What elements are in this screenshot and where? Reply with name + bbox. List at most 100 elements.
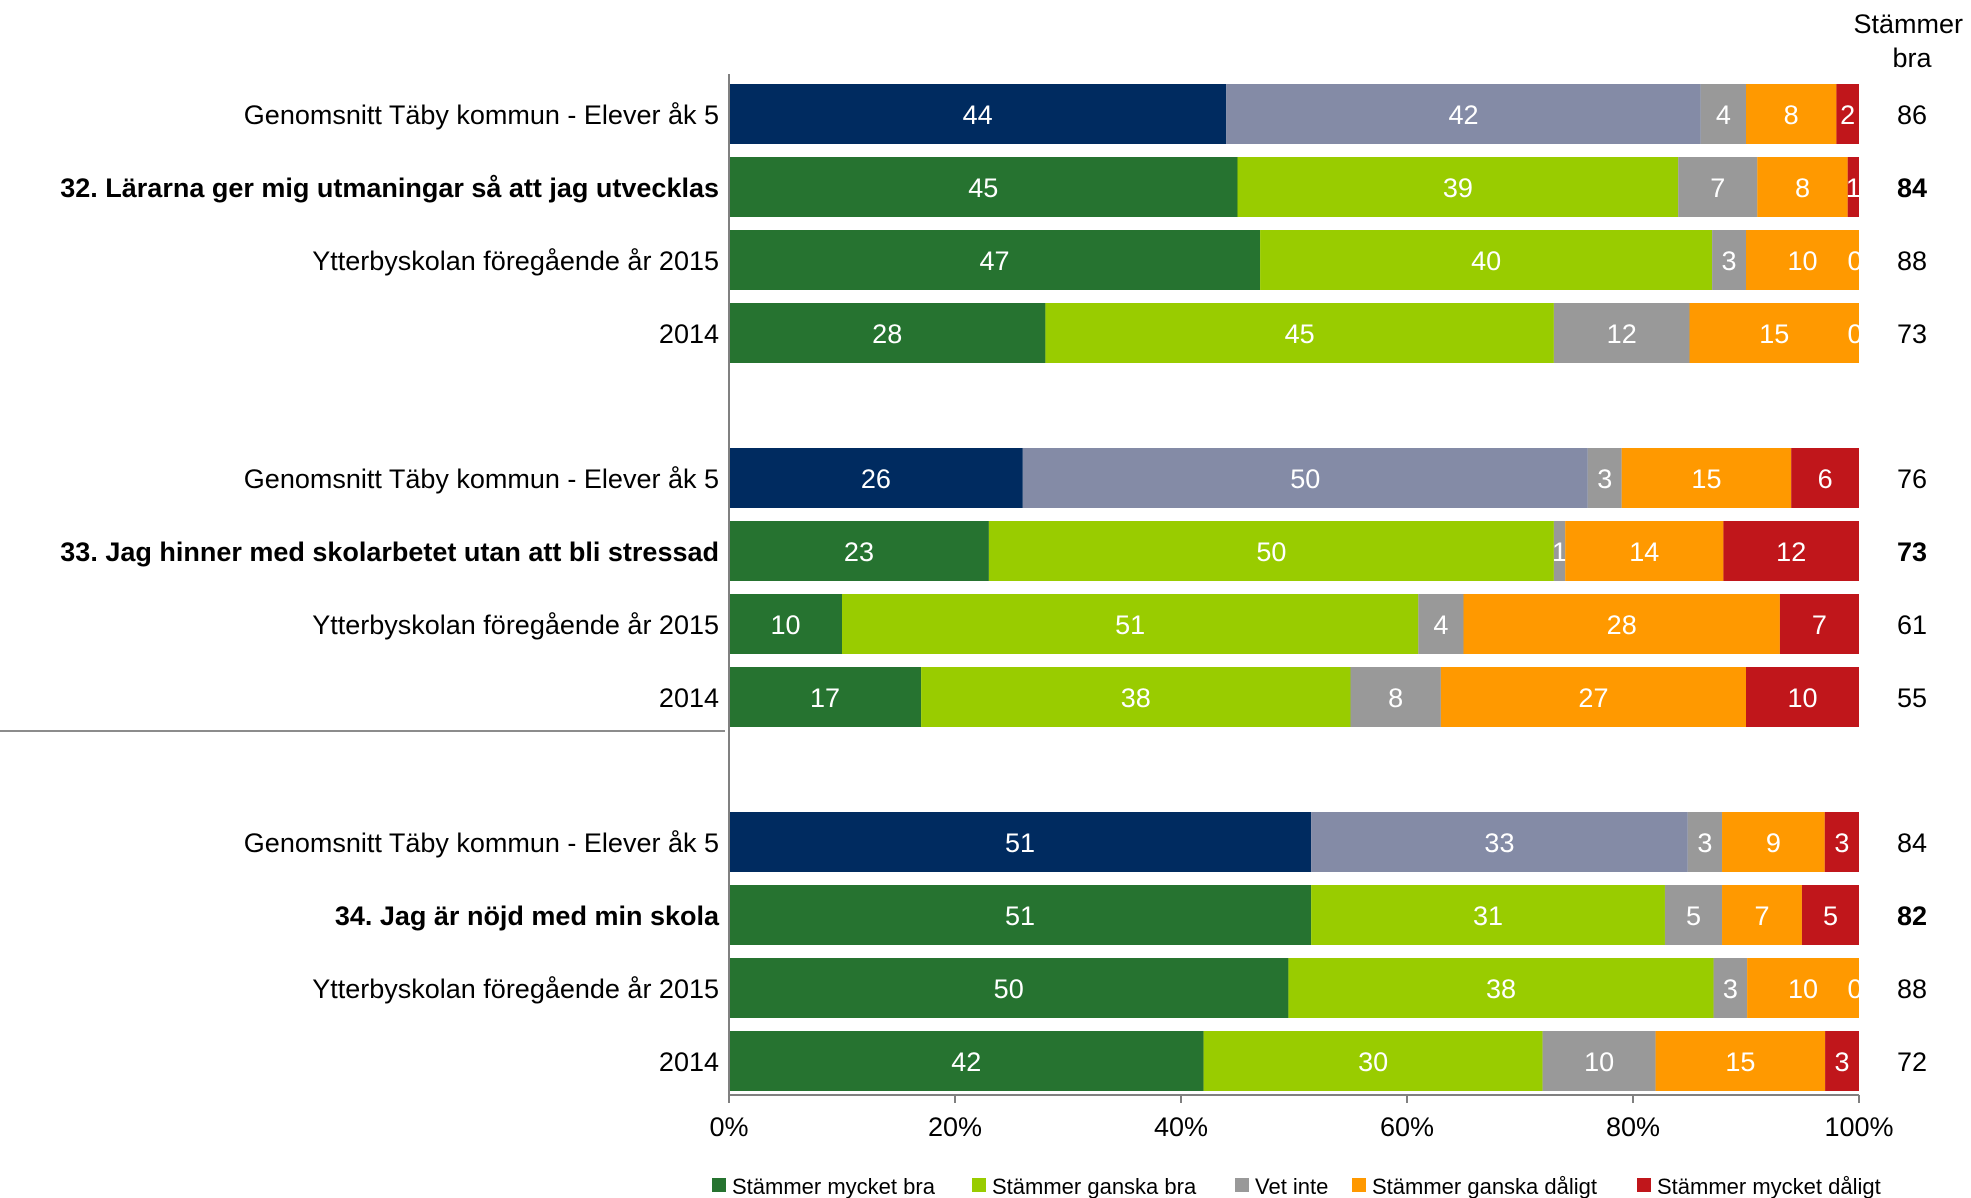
bar-segment (1723, 521, 1859, 581)
bar-segment (1463, 594, 1780, 654)
row-label: Ytterbyskolan föregående år 2015 (312, 610, 719, 640)
bar-segment (842, 594, 1419, 654)
bar-segment (1746, 84, 1837, 144)
data-label: 8 (1784, 100, 1799, 130)
data-label: 5 (1686, 901, 1701, 931)
bar-segment (729, 448, 1023, 508)
bar-segment (1836, 84, 1859, 144)
data-label: 27 (1578, 683, 1608, 713)
bar-segment (1542, 1031, 1656, 1091)
data-label: 15 (1759, 319, 1789, 349)
data-label: 12 (1776, 537, 1806, 567)
row-total: 73 (1897, 537, 1927, 567)
row-label: Genomsnitt Täby kommun - Elever åk 5 (244, 100, 719, 130)
data-label: 28 (872, 319, 902, 349)
bar-segment (921, 667, 1351, 727)
data-label: 4 (1433, 610, 1448, 640)
bar-segment (1712, 230, 1746, 290)
data-label: 45 (1285, 319, 1315, 349)
data-label: 15 (1691, 464, 1721, 494)
bar-segment (1664, 885, 1723, 945)
data-label: 0 (1847, 974, 1862, 1004)
data-label: 26 (861, 464, 891, 494)
bar-segment (729, 594, 842, 654)
row-label: 32. Lärarna ger mig utmaningar så att ja… (60, 173, 719, 203)
data-label: 23 (844, 537, 874, 567)
bar-segment (1687, 812, 1723, 872)
legend-label: Stämmer mycket bra (732, 1174, 936, 1198)
data-label: 3 (1723, 974, 1738, 1004)
data-label: 50 (1290, 464, 1320, 494)
data-label: 42 (951, 1047, 981, 1077)
data-label: 1 (1846, 173, 1861, 203)
data-label: 0 (1847, 246, 1862, 276)
bar-segment (729, 84, 1227, 144)
data-label: 31 (1473, 901, 1503, 931)
x-tick-label: 100% (1824, 1112, 1893, 1142)
bar-segment (1565, 521, 1724, 581)
row-total: 82 (1897, 901, 1927, 931)
data-label: 30 (1358, 1047, 1388, 1077)
row-total: 61 (1897, 610, 1927, 640)
bar-segment (729, 667, 922, 727)
x-tick-label: 40% (1154, 1112, 1208, 1142)
data-label: 50 (1256, 537, 1286, 567)
data-label: 0 (1847, 319, 1862, 349)
data-label: 38 (1486, 974, 1516, 1004)
row-label: Ytterbyskolan föregående år 2015 (312, 246, 719, 276)
data-label: 42 (1448, 100, 1478, 130)
row-total: 72 (1897, 1047, 1927, 1077)
bar-segment (1203, 1031, 1543, 1091)
bar-segment (1288, 958, 1714, 1018)
bar-segment (1350, 667, 1441, 727)
row-label: 33. Jag hinner med skolarbetet utan att … (60, 537, 719, 567)
bar-segment (1746, 667, 1859, 727)
bar-segment (1418, 594, 1464, 654)
right-totals: 86 84 88 73 76 73 61 55 84 82 88 72 (1897, 100, 1927, 1077)
row-total: 86 (1897, 100, 1927, 130)
legend-swatch (972, 1178, 986, 1192)
bar-segment (1678, 157, 1758, 217)
bar-segment (1226, 84, 1701, 144)
data-label: 28 (1607, 610, 1637, 640)
row-total: 55 (1897, 683, 1927, 713)
bar-segment (1747, 958, 1859, 1018)
row-total: 73 (1897, 319, 1927, 349)
data-label: 50 (994, 974, 1024, 1004)
bar-segment (1779, 594, 1859, 654)
bar-segment (1825, 1031, 1859, 1091)
row-labels: Genomsnitt Täby kommun - Elever åk 5 32. … (60, 100, 720, 1077)
bar-segment (729, 303, 1046, 363)
data-label: 7 (1812, 610, 1827, 640)
data-label: 10 (1788, 974, 1818, 1004)
bar-segment (1689, 303, 1859, 363)
data-label: 51 (1115, 610, 1145, 640)
data-label: 15 (1725, 1047, 1755, 1077)
row-total: 84 (1897, 828, 1927, 858)
legend-label: Stämmer ganska dåligt (1372, 1174, 1597, 1198)
data-label: 8 (1388, 683, 1403, 713)
data-label: 7 (1754, 901, 1769, 931)
bar-segment (729, 885, 1312, 945)
bar-segment (1237, 157, 1679, 217)
legend: Stämmer mycket bra Stämmer ganska bra Vet … (712, 1174, 1881, 1198)
data-label: 33 (1484, 828, 1514, 858)
data-label: 14 (1629, 537, 1659, 567)
bar-segment (729, 1031, 1204, 1091)
bar-segment (729, 521, 989, 581)
data-label: 3 (1722, 246, 1737, 276)
x-tick-label: 0% (709, 1112, 748, 1142)
bar-segment (1847, 157, 1859, 217)
x-tick-label: 20% (928, 1112, 982, 1142)
data-label: 39 (1443, 173, 1473, 203)
x-tick-label: 80% (1606, 1112, 1660, 1142)
data-label: 47 (980, 246, 1010, 276)
data-label: 5 (1823, 901, 1838, 931)
data-label: 3 (1597, 464, 1612, 494)
bar-segment (1713, 958, 1748, 1018)
bar-segment (729, 230, 1261, 290)
plot-area: 44 42 4 8 245 39 7 8 147 40 3 10 028 45 12 15 026 50 3 15 62… (729, 84, 1862, 1091)
legend-swatch (712, 1178, 726, 1192)
right-column-header-line-2: bra (1892, 43, 1932, 73)
